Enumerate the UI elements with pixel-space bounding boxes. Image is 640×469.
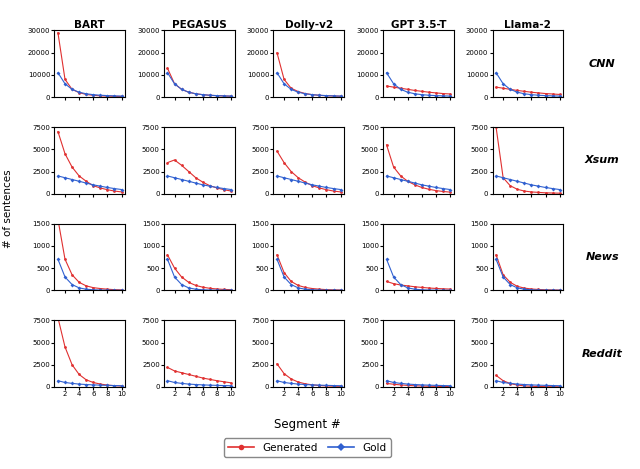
Title: PEGASUS: PEGASUS bbox=[172, 20, 227, 30]
Y-axis label: Xsum: Xsum bbox=[585, 155, 620, 166]
Text: Segment #: Segment # bbox=[274, 418, 340, 431]
Title: Llama-2: Llama-2 bbox=[504, 20, 551, 30]
Title: Dolly-v2: Dolly-v2 bbox=[285, 20, 333, 30]
Text: # of sentences: # of sentences bbox=[3, 169, 13, 248]
Title: GPT 3.5-T: GPT 3.5-T bbox=[390, 20, 446, 30]
Y-axis label: CNN: CNN bbox=[589, 59, 616, 69]
Y-axis label: News: News bbox=[585, 252, 619, 262]
Legend: Generated, Gold: Generated, Gold bbox=[224, 439, 390, 457]
Title: BART: BART bbox=[74, 20, 105, 30]
Y-axis label: Reddit: Reddit bbox=[582, 348, 623, 359]
